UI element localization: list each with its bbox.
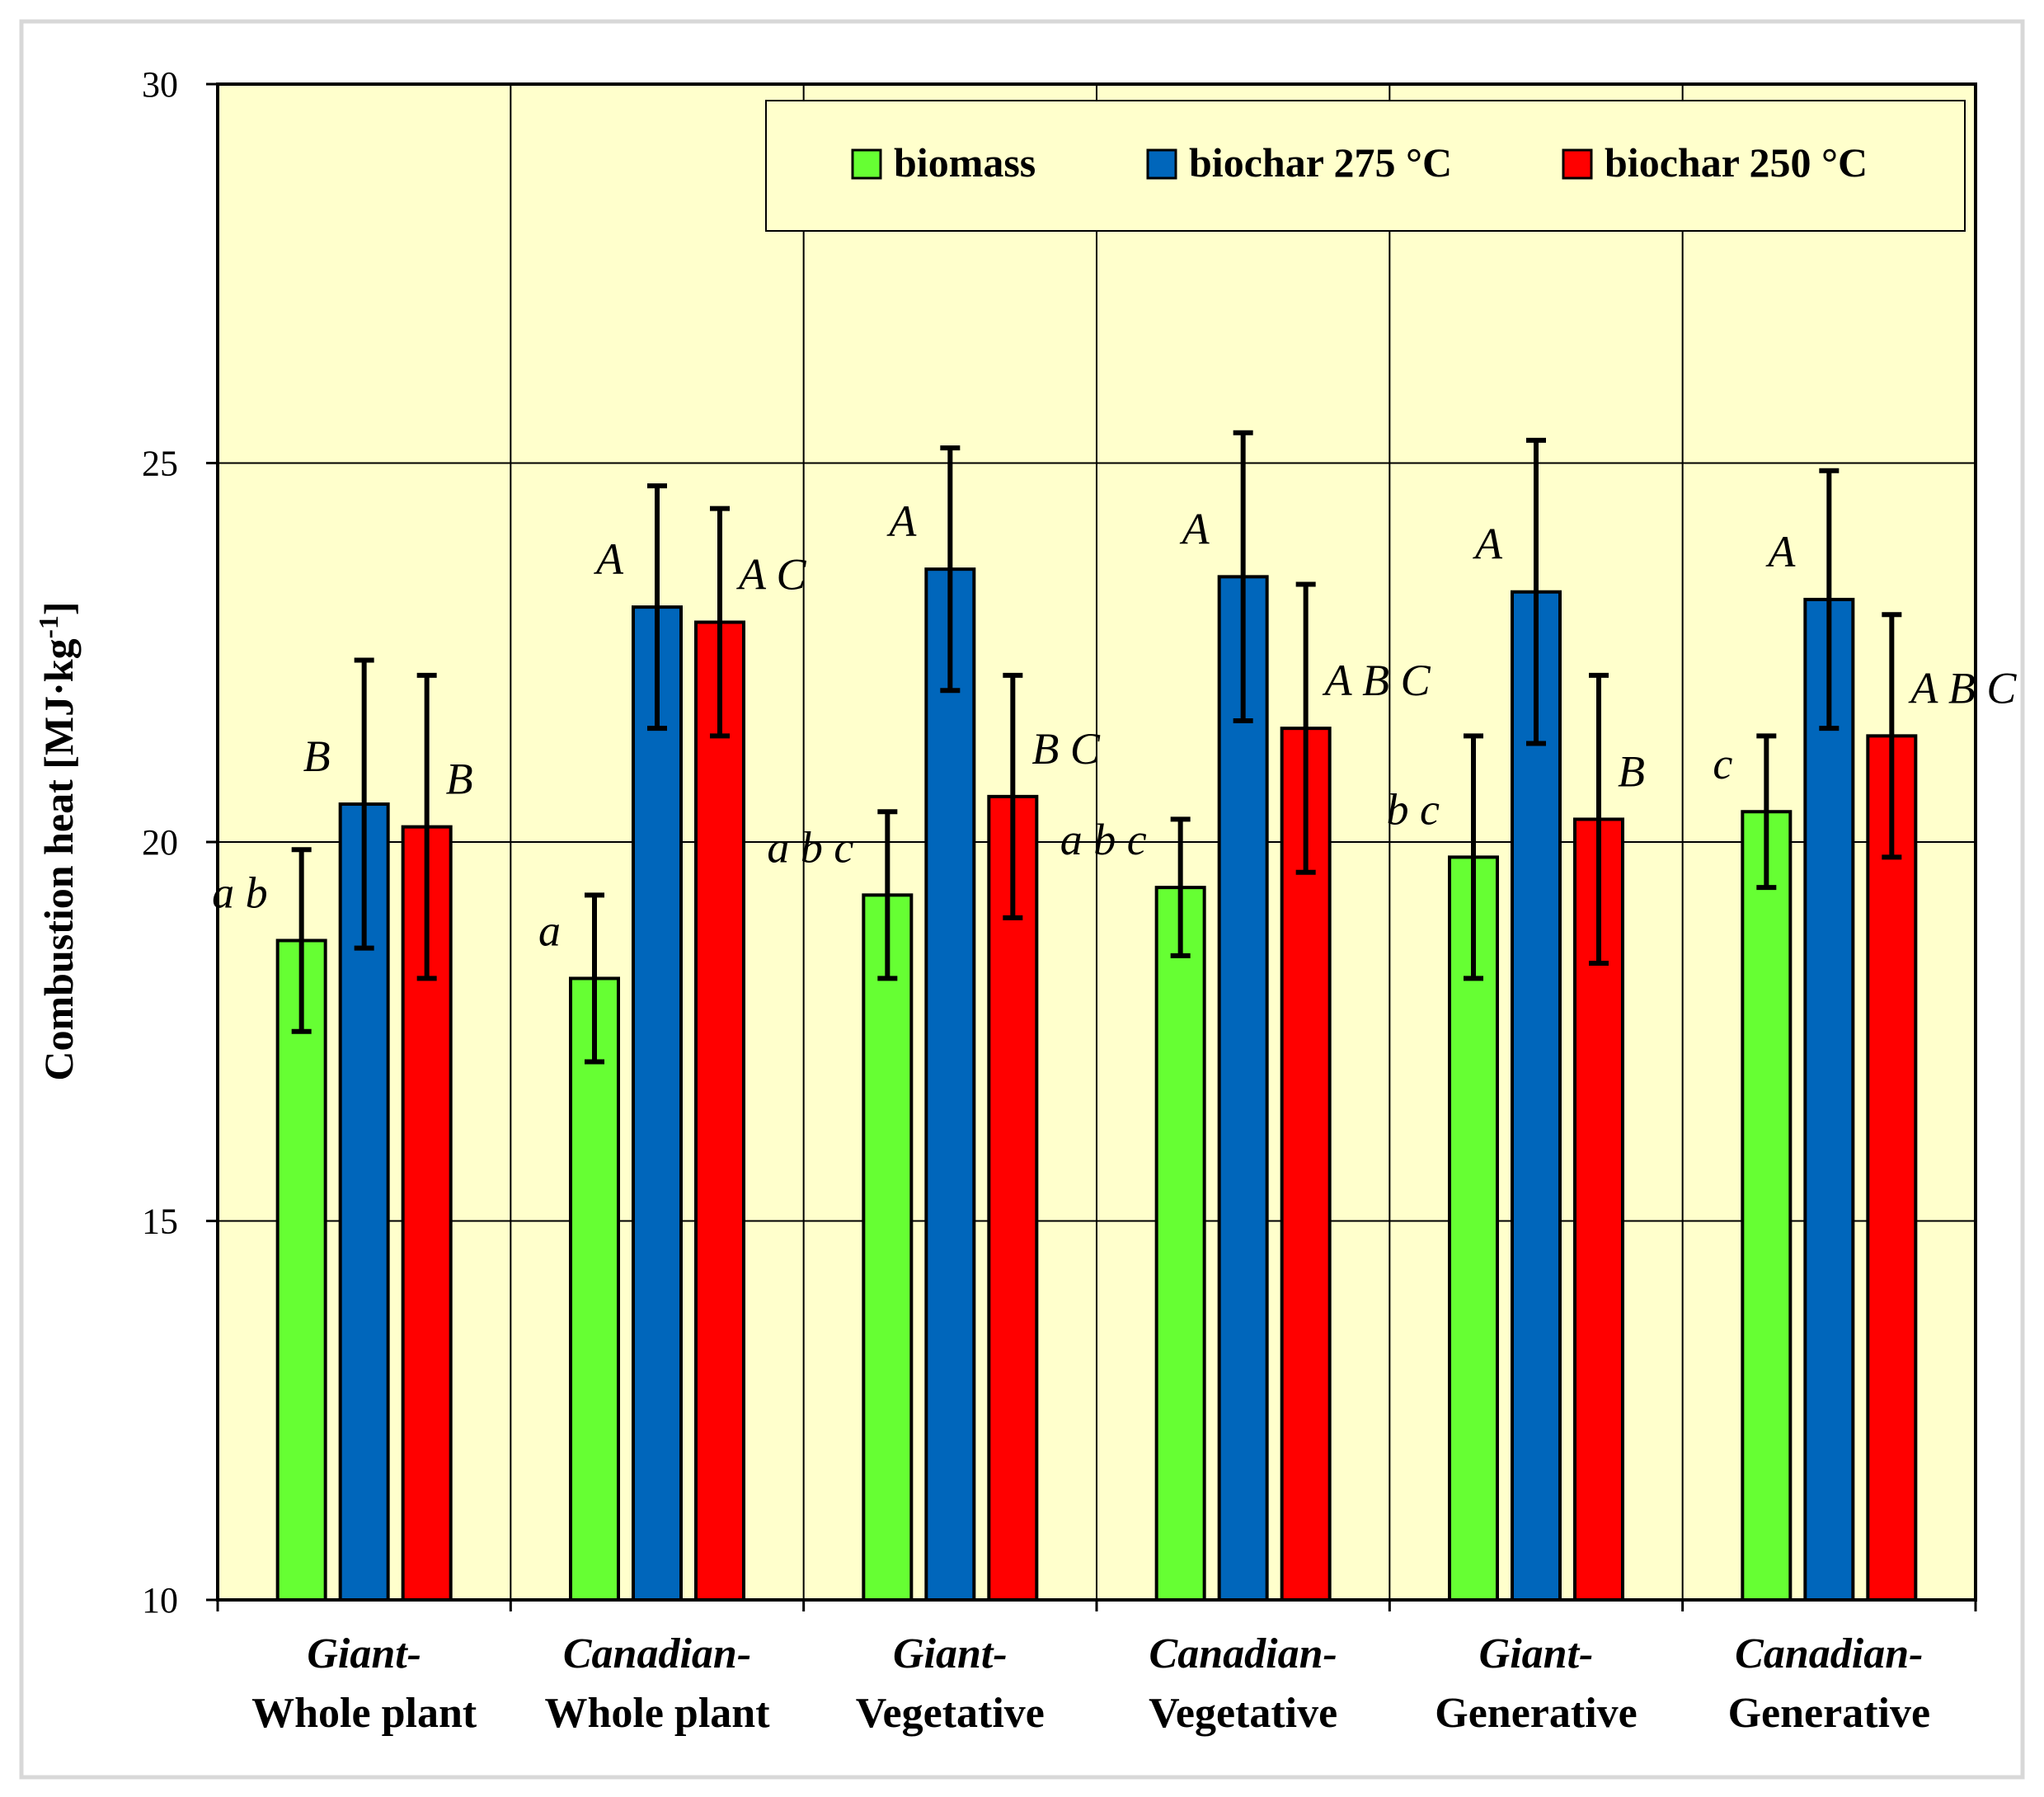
legend-label: biomass bbox=[894, 139, 1036, 186]
significance-letter: A bbox=[1473, 520, 1503, 569]
bar bbox=[1511, 590, 1562, 1602]
legend-label: biochar 250 °C bbox=[1605, 139, 1868, 186]
legend-swatch bbox=[1562, 148, 1593, 180]
significance-letter: b c bbox=[1387, 784, 1440, 834]
y-axis-label: Combustion heat [MJ·kg-1] bbox=[34, 601, 82, 1080]
x-tick-label-line1: Canadian- bbox=[563, 1630, 751, 1677]
significance-letter: B bbox=[303, 732, 331, 781]
bar bbox=[694, 620, 745, 1602]
y-tick-label: 25 bbox=[142, 444, 178, 484]
y-tick-label: 10 bbox=[142, 1580, 178, 1621]
x-tick-label-line1: Canadian- bbox=[1149, 1630, 1337, 1677]
x-tick-label-line1: Canadian- bbox=[1735, 1630, 1923, 1677]
bar bbox=[862, 893, 914, 1602]
significance-letter: B C bbox=[1031, 724, 1100, 774]
bar bbox=[1803, 597, 1855, 1602]
bar bbox=[924, 567, 976, 1602]
legend-swatch bbox=[1146, 148, 1177, 180]
significance-letter: A B C bbox=[1908, 663, 2017, 713]
x-tick-label-line1: Giant- bbox=[893, 1630, 1008, 1677]
significance-letter: c bbox=[1713, 739, 1732, 788]
bar bbox=[1154, 886, 1206, 1602]
y-tick-label: 15 bbox=[142, 1202, 178, 1242]
x-tick-label-line2: Generative bbox=[1435, 1690, 1637, 1737]
x-axis: Giant- Whole plant Canadian- Whole plant Gia… bbox=[216, 1600, 1977, 1737]
legend-swatch bbox=[851, 148, 882, 180]
significance-letter: A bbox=[1765, 527, 1796, 576]
error-bars-group bbox=[291, 430, 1902, 1065]
y-tick-label: 20 bbox=[142, 822, 178, 863]
bar bbox=[987, 794, 1039, 1602]
x-tick-label-line2: Vegetative bbox=[856, 1690, 1045, 1737]
legend: biomass biochar 275 °C biochar 250 °C bbox=[765, 100, 1966, 232]
bar bbox=[569, 976, 620, 1602]
bar bbox=[632, 605, 683, 1602]
bar bbox=[275, 938, 327, 1602]
bars-group bbox=[275, 567, 1918, 1602]
x-tick-label-line1: Giant- bbox=[307, 1630, 421, 1677]
significance-letter: B bbox=[446, 755, 473, 804]
y-tick-label: 30 bbox=[142, 64, 178, 105]
significance-letter: A bbox=[886, 496, 917, 546]
x-tick-label-line1: Giant- bbox=[1479, 1630, 1594, 1677]
legend-box bbox=[765, 100, 1966, 232]
x-tick-label-line2: Whole plant bbox=[544, 1690, 770, 1737]
significance-letter: a b c bbox=[767, 822, 853, 872]
gridlines bbox=[218, 84, 1976, 1600]
significance-letter: A C bbox=[736, 549, 807, 599]
x-tick-label-line2: Vegetative bbox=[1149, 1690, 1337, 1737]
significance-letter: A B C bbox=[1323, 656, 1431, 705]
significance-letter: a b c bbox=[1060, 815, 1147, 864]
significance-letters-group: a b a a b c a b c b c c B A A A A A B A C B C A B C B A B… bbox=[212, 496, 2017, 955]
bar bbox=[1866, 734, 1918, 1602]
legend-label: biochar 275 °C bbox=[1189, 139, 1452, 186]
bar bbox=[1741, 810, 1793, 1602]
significance-letter: A bbox=[1180, 504, 1210, 553]
x-tick-label-line2: Whole plant bbox=[251, 1690, 477, 1737]
y-axis: 10 15 20 25 30 bbox=[142, 64, 218, 1621]
x-tick-label-line2: Generative bbox=[1728, 1690, 1930, 1737]
significance-letter: a b bbox=[212, 868, 268, 917]
significance-letter: A bbox=[594, 534, 624, 584]
bar bbox=[1217, 575, 1269, 1602]
significance-letter: a bbox=[538, 906, 561, 955]
significance-letter: B bbox=[1618, 746, 1645, 796]
